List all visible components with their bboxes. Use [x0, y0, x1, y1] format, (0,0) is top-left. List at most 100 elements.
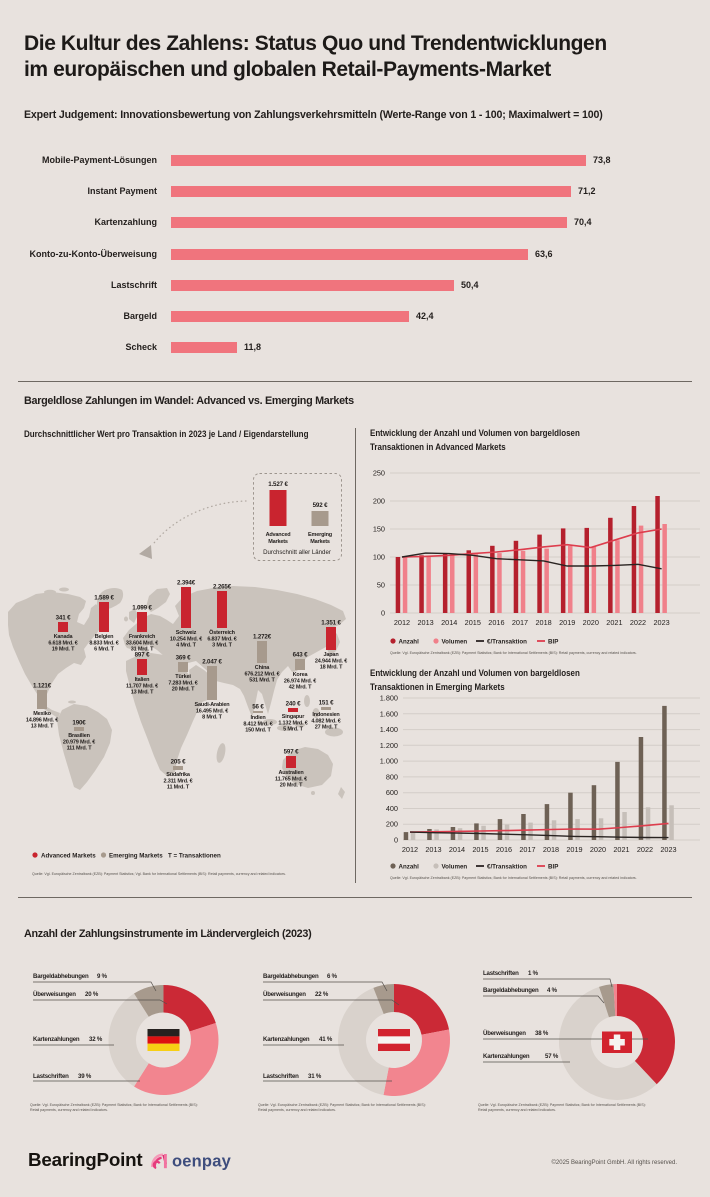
svg-text:2016: 2016 — [488, 618, 504, 627]
svg-text:1.351 €: 1.351 € — [321, 620, 341, 627]
svg-text:Kartenzahlungen: Kartenzahlungen — [33, 1036, 80, 1043]
svg-text:111 Mrd. T: 111 Mrd. T — [67, 746, 93, 752]
svg-text:18 Mrd. T: 18 Mrd. T — [320, 665, 343, 671]
svg-text:597 €: 597 € — [284, 749, 299, 756]
svg-text:Italien: Italien — [135, 677, 150, 683]
svg-text:592 €: 592 € — [313, 502, 328, 509]
svg-text:Volumen: Volumen — [442, 639, 468, 646]
svg-text:26.974 Mrd. €: 26.974 Mrd. € — [284, 678, 316, 684]
svg-text:16.495 Mrd. €: 16.495 Mrd. € — [196, 708, 228, 714]
svg-text:8.833 Mrd. €: 8.833 Mrd. € — [89, 640, 118, 646]
svg-text:Quelle: Vgl. Europäische Zentr: Quelle: Vgl. Europäische Zentralbank (EZ… — [390, 651, 637, 655]
svg-text:2017: 2017 — [512, 618, 528, 627]
svg-text:2020: 2020 — [590, 845, 606, 854]
svg-text:Belgien: Belgien — [95, 634, 114, 640]
svg-text:4 Mrd. T: 4 Mrd. T — [176, 643, 196, 649]
svg-text:2017: 2017 — [519, 845, 535, 854]
svg-text:5 Mrd. T: 5 Mrd. T — [283, 727, 303, 733]
svg-text:2018: 2018 — [543, 845, 559, 854]
svg-text:1.200: 1.200 — [380, 741, 398, 750]
svg-text:150 Mrd. T: 150 Mrd. T — [245, 728, 271, 734]
svg-text:Markets: Markets — [268, 539, 288, 545]
svg-text:676.212 Mrd. €: 676.212 Mrd. € — [244, 671, 279, 677]
svg-text:oenpay: oenpay — [172, 1153, 232, 1171]
svg-text:Australien: Australien — [278, 770, 304, 776]
svg-text:2.265€: 2.265€ — [213, 584, 232, 591]
svg-text:2018: 2018 — [535, 618, 551, 627]
svg-text:4 %: 4 % — [547, 987, 558, 994]
svg-text:643 €: 643 € — [293, 652, 308, 659]
svg-text:250: 250 — [373, 469, 385, 478]
svg-text:2014: 2014 — [441, 618, 457, 627]
svg-text:2023: 2023 — [660, 845, 676, 854]
svg-text:China: China — [255, 665, 270, 671]
svg-text:56 €: 56 € — [252, 704, 264, 711]
svg-text:369 €: 369 € — [176, 655, 191, 662]
svg-text:T = Transaktionen: T = Transaktionen — [168, 853, 221, 860]
svg-text:€/Transaktion: €/Transaktion — [487, 864, 527, 871]
svg-text:20.979 Mrd. €: 20.979 Mrd. € — [63, 739, 95, 745]
svg-text:341 €: 341 € — [56, 615, 71, 622]
svg-text:Bargeldabhebungen: Bargeldabhebungen — [263, 973, 319, 980]
svg-text:8 Mrd. T: 8 Mrd. T — [202, 715, 222, 721]
svg-text:Überweisungen: Überweisungen — [263, 991, 306, 998]
svg-text:2020: 2020 — [583, 618, 599, 627]
svg-text:7.283 Mrd. €: 7.283 Mrd. € — [168, 680, 197, 686]
svg-text:Advanced Markets: Advanced Markets — [41, 853, 96, 860]
svg-text:2015: 2015 — [465, 618, 481, 627]
svg-text:32 %: 32 % — [89, 1036, 103, 1043]
svg-text:11 Mrd. T: 11 Mrd. T — [167, 785, 190, 791]
svg-text:24.944 Mrd. €: 24.944 Mrd. € — [315, 658, 347, 664]
svg-text:2021: 2021 — [613, 845, 629, 854]
svg-text:Retail payments, currency and: Retail payments, currency and related in… — [478, 1108, 556, 1112]
svg-text:Frankreich: Frankreich — [129, 634, 156, 640]
svg-text:31 %: 31 % — [308, 1073, 322, 1080]
svg-text:11.707 Mrd. €: 11.707 Mrd. € — [126, 683, 158, 689]
svg-text:2012: 2012 — [394, 618, 410, 627]
svg-text:Saudi-Arabien: Saudi-Arabien — [195, 702, 231, 708]
svg-text:Quelle: Vgl. Europäische Zentr: Quelle: Vgl. Europäische Zentralbank (EZ… — [390, 876, 637, 880]
svg-text:Korea: Korea — [293, 672, 309, 678]
svg-text:Retail payments, currency and: Retail payments, currency and related in… — [258, 1108, 336, 1112]
svg-text:190€: 190€ — [72, 720, 86, 727]
svg-text:2.311 Mrd. €: 2.311 Mrd. € — [163, 778, 192, 784]
svg-text:2015: 2015 — [472, 845, 488, 854]
svg-text:Durchschnitt aller Länder: Durchschnitt aller Länder — [263, 549, 331, 556]
svg-text:Kartenzahlungen: Kartenzahlungen — [483, 1053, 530, 1060]
svg-text:Emerging: Emerging — [308, 532, 332, 538]
svg-text:1.132 Mrd. €: 1.132 Mrd. € — [278, 720, 307, 726]
svg-text:Schweiz: Schweiz — [176, 630, 197, 636]
svg-text:Quelle: Vgl. Europäische Zentr: Quelle: Vgl. Europäische Zentralbank (EZ… — [32, 872, 286, 876]
svg-text:Südafrika: Südafrika — [166, 772, 191, 778]
svg-text:Quelle: Vgl. Europäische Zentr: Quelle: Vgl. Europäische Zentralbank (EZ… — [258, 1103, 426, 1107]
svg-text:205 €: 205 € — [171, 759, 186, 766]
svg-text:3 Mrd. T: 3 Mrd. T — [212, 643, 232, 649]
svg-text:1.400: 1.400 — [380, 725, 398, 734]
svg-text:Retail payments, currency and: Retail payments, currency and related in… — [30, 1108, 108, 1112]
svg-text:Überweisungen: Überweisungen — [33, 991, 76, 998]
svg-text:531 Mrd. T: 531 Mrd. T — [249, 678, 275, 684]
svg-text:20 Mrd. T: 20 Mrd. T — [280, 783, 303, 789]
svg-text:Indonesien: Indonesien — [312, 712, 340, 718]
svg-text:11.765 Mrd. €: 11.765 Mrd. € — [275, 776, 307, 782]
svg-text:0: 0 — [381, 609, 385, 618]
svg-text:150: 150 — [373, 525, 385, 534]
svg-text:Markets: Markets — [310, 539, 330, 545]
svg-text:Volumen: Volumen — [442, 864, 468, 871]
svg-text:Anzahl: Anzahl — [399, 864, 420, 871]
svg-text:200: 200 — [373, 497, 385, 506]
svg-text:Lastschriften: Lastschriften — [33, 1073, 69, 1080]
svg-text:400: 400 — [386, 804, 398, 813]
svg-text:6.837 Mrd. €: 6.837 Mrd. € — [207, 636, 236, 642]
svg-text:33.604 Mrd. €: 33.604 Mrd. € — [126, 640, 158, 646]
svg-text:897 €: 897 € — [135, 652, 150, 659]
svg-text:600: 600 — [386, 788, 398, 797]
svg-text:Überweisungen: Überweisungen — [483, 1030, 526, 1037]
svg-text:Türkei: Türkei — [175, 674, 191, 680]
svg-text:39 %: 39 % — [78, 1073, 92, 1080]
svg-text:200: 200 — [386, 820, 398, 829]
svg-text:Anzahl: Anzahl — [399, 639, 420, 646]
svg-text:Kanada: Kanada — [54, 634, 74, 640]
svg-text:2012: 2012 — [402, 845, 418, 854]
svg-text:1.121€: 1.121€ — [33, 683, 52, 690]
